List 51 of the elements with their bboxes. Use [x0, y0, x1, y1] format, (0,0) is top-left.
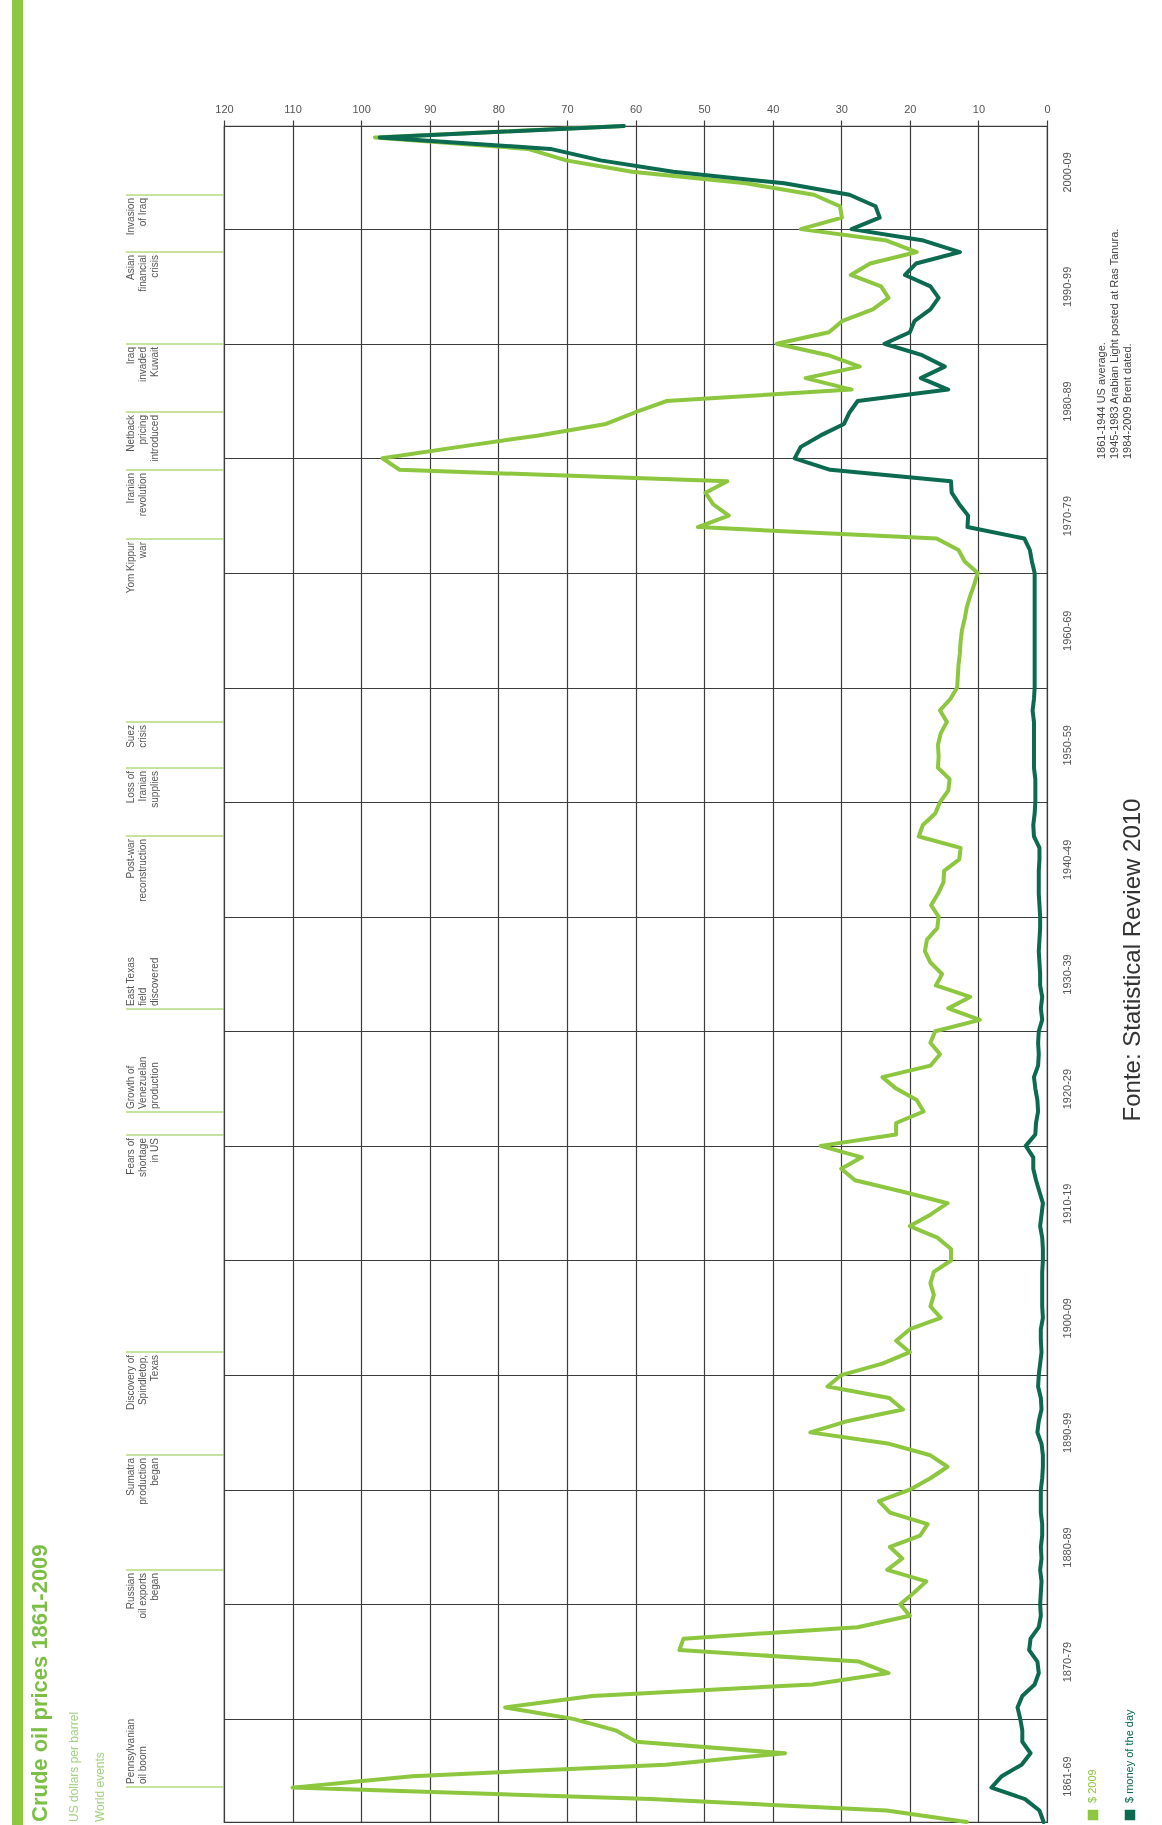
y-tick-label: 1870-79 — [1060, 1641, 1073, 1683]
text: Pennsylvanian oil boom — [125, 1718, 148, 1784]
x-tick-label: 10 — [972, 102, 986, 115]
text: Post-war reconstruction — [125, 838, 148, 902]
text: Yom Kippur war — [125, 541, 148, 594]
y-tick-label: 1950-59 — [1060, 725, 1073, 766]
y-tick-label: 1880-89 — [1060, 1527, 1073, 1568]
text: Growth of Venezuelan production — [125, 1056, 160, 1109]
y-tick-label: 1900-09 — [1060, 1298, 1073, 1339]
y-tick-label: 1890-99 — [1060, 1412, 1073, 1454]
x-tick-label: 80 — [492, 102, 505, 115]
text: $ 2009 — [1086, 1769, 1098, 1803]
x-tick-label: 120 — [215, 102, 234, 115]
text: Netback pricing introduced — [125, 414, 160, 462]
text: Invasion of Iraq — [125, 198, 148, 236]
x-tick-label: 0 — [1044, 102, 1051, 115]
y-tick-label: 1920-29 — [1060, 1068, 1073, 1110]
text: World events — [93, 1752, 107, 1822]
y-tick-label: 1861-69 — [1060, 1756, 1073, 1797]
text: Sumatra production began — [125, 1457, 160, 1505]
x-tick-label: 60 — [629, 102, 643, 115]
text: 1861-1944 US average. 1945-1983 Arabian Light posted at Ras Tanura. 1984-2009 Brent dated. — [1095, 228, 1133, 459]
y-tick-label: 1990-99 — [1060, 266, 1073, 308]
y-tick-label: 1910-19 — [1060, 1183, 1073, 1224]
text: East Texas field discovered — [125, 957, 160, 1006]
x-tick-label: 50 — [698, 102, 711, 115]
x-tick-label: 100 — [352, 102, 371, 115]
x-tick-label: 20 — [904, 102, 917, 115]
text: $ money of the day — [1123, 1708, 1135, 1803]
x-tick-label: 90 — [424, 102, 437, 115]
text: Iraq invaded Kuwait — [125, 346, 160, 383]
text: Suez crisis — [125, 725, 148, 748]
text: US dollars per barrel — [67, 1711, 81, 1822]
text: Iranian revolution — [125, 473, 148, 517]
text: Crude oil prices 1861-2009 — [27, 1544, 52, 1822]
text: Discovery of Spindletop, Texas — [125, 1354, 160, 1411]
x-tick-label: 70 — [561, 102, 574, 115]
source-note: Fonte: Statistical Review 2010 — [1118, 798, 1145, 1122]
y-tick-label: 1980-89 — [1060, 381, 1073, 422]
y-tick-label: 1930-39 — [1060, 954, 1073, 995]
y-tick-label: 2000-09 — [1060, 152, 1073, 193]
text: Russian oil exports began — [125, 1573, 160, 1619]
x-tick-label: 40 — [767, 102, 780, 115]
y-tick-label: 1970-79 — [1060, 495, 1073, 537]
text: Loss of Iranian supplies — [125, 770, 160, 808]
text: Asian financial crisis — [125, 255, 160, 292]
x-tick-label: 30 — [835, 102, 848, 115]
x-tick-label: 110 — [284, 102, 302, 115]
y-tick-label: 1960-69 — [1060, 610, 1073, 651]
y-tick-label: 1940-49 — [1060, 839, 1073, 881]
text: Fears of shortage in US — [125, 1137, 160, 1177]
